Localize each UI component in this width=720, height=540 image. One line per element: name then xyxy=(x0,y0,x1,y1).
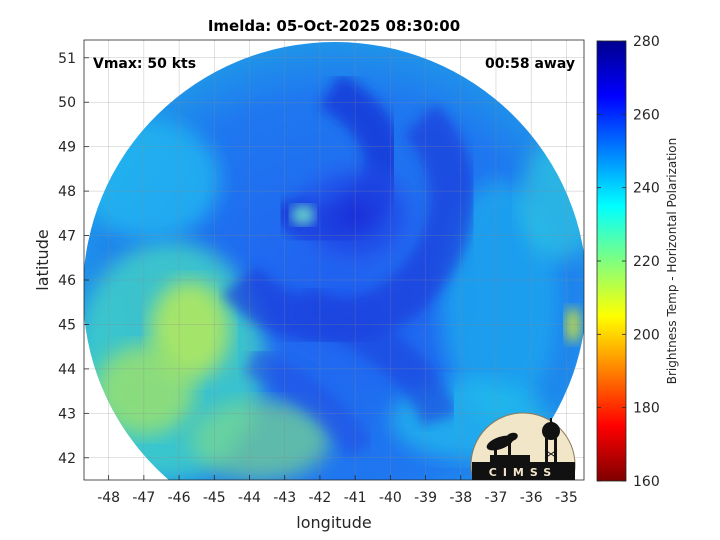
vmax-annotation: Vmax: 50 kts xyxy=(93,56,196,72)
x-tick-label: -36 xyxy=(520,490,543,506)
colorbar-tick-label: 200 xyxy=(633,327,660,343)
time-away-annotation: 00:58 away xyxy=(485,56,575,72)
colorbar-label: Brightness Temp - Horizontal Polarizatio… xyxy=(665,138,679,385)
chart-title: Imelda: 05-Oct-2025 08:30:00 xyxy=(208,17,460,35)
cimss-logo-text: CIMSS xyxy=(489,466,557,479)
x-tick-label: -42 xyxy=(308,490,331,506)
y-axis-label: latitude xyxy=(33,229,52,290)
cimss-logo: CIMSS xyxy=(470,412,576,480)
colorbar-tick-label: 180 xyxy=(633,401,660,417)
y-tick-label: 47 xyxy=(58,229,76,245)
x-tick-label: -39 xyxy=(414,490,437,506)
grid-lines xyxy=(84,40,584,480)
y-tick-label: 50 xyxy=(58,95,76,111)
x-tick-label: -35 xyxy=(555,490,578,506)
x-axis-label: longitude xyxy=(296,513,371,532)
axes-frame xyxy=(83,39,585,481)
colorbar-tick-label: 280 xyxy=(633,34,660,50)
y-tick-label: 49 xyxy=(58,140,76,156)
colorbar-tick-label: 220 xyxy=(633,254,660,270)
y-tick-label: 45 xyxy=(58,317,76,333)
y-tick-label: 44 xyxy=(58,362,76,378)
colorbar-tick-label: 260 xyxy=(633,107,660,123)
x-tick-label: -43 xyxy=(273,490,296,506)
x-tick-label: -37 xyxy=(485,490,508,506)
x-tick-label: -46 xyxy=(168,490,191,506)
y-tick-label: 48 xyxy=(58,184,76,200)
y-tick-label: 51 xyxy=(58,51,76,67)
y-tick-label: 43 xyxy=(58,406,76,422)
x-tick-label: -44 xyxy=(238,490,261,506)
x-axis-ticks: -48 -47 -46 -45 -44 -43 -42 -41 -40 -39 -38 -37 -36-… xyxy=(97,475,578,506)
y-tick-label: 46 xyxy=(58,273,76,289)
x-tick-label: -41 xyxy=(344,490,367,506)
colorbar-tick-label: 160 xyxy=(633,474,660,490)
colorbar-gradient xyxy=(596,40,627,482)
colorbar: 160 180 200 220 240 260 280 Brightness Temp - … xyxy=(596,34,679,490)
colorbar-tick-label: 240 xyxy=(633,181,660,197)
y-axis-ticks: 42 43 44 45 46 47 48 49 50 51 xyxy=(58,51,89,467)
y-tick-label: 42 xyxy=(58,451,76,467)
x-tick-label: -48 xyxy=(97,490,120,506)
x-tick-label: -45 xyxy=(203,490,226,506)
colorbar-ticks: 160 180 200 220 240 260 280 xyxy=(597,34,660,490)
x-tick-label: -47 xyxy=(132,490,155,506)
x-tick-label: -40 xyxy=(379,490,402,506)
x-tick-label: -38 xyxy=(449,490,472,506)
